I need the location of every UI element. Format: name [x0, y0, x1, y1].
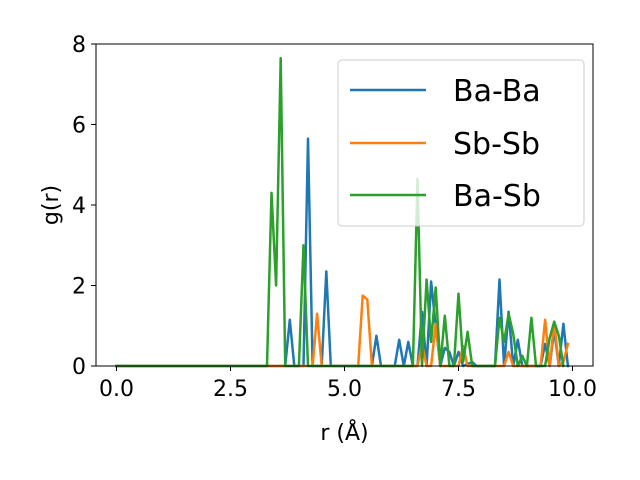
x-axis: 0.0 2.5 5.0 7.5 10.0: [99, 366, 597, 402]
y-tick-label: 4: [72, 194, 86, 219]
x-tick-label: 5.0: [327, 377, 362, 402]
legend-label-ba-sb: Ba-Sb: [453, 179, 541, 214]
y-axis: 0 2 4 6 8: [72, 33, 96, 380]
x-tick-label: 2.5: [213, 377, 248, 402]
legend-label-sb-sb: Sb-Sb: [453, 127, 540, 162]
x-tick-label: 10.0: [548, 377, 597, 402]
legend-label-ba-ba: Ba-Ba: [453, 74, 541, 109]
y-tick-label: 2: [72, 275, 86, 300]
y-tick-label: 0: [72, 355, 86, 380]
x-tick-label: 7.5: [441, 377, 476, 402]
y-tick-label: 8: [72, 33, 86, 58]
legend-frame: [337, 59, 585, 227]
y-tick-label: 6: [72, 114, 86, 139]
legend: Ba-Ba Sb-Sb Ba-Sb: [337, 59, 585, 227]
y-axis-label: g(r): [39, 185, 64, 225]
x-axis-label: r (Å): [320, 419, 368, 446]
x-tick-label: 0.0: [99, 377, 134, 402]
